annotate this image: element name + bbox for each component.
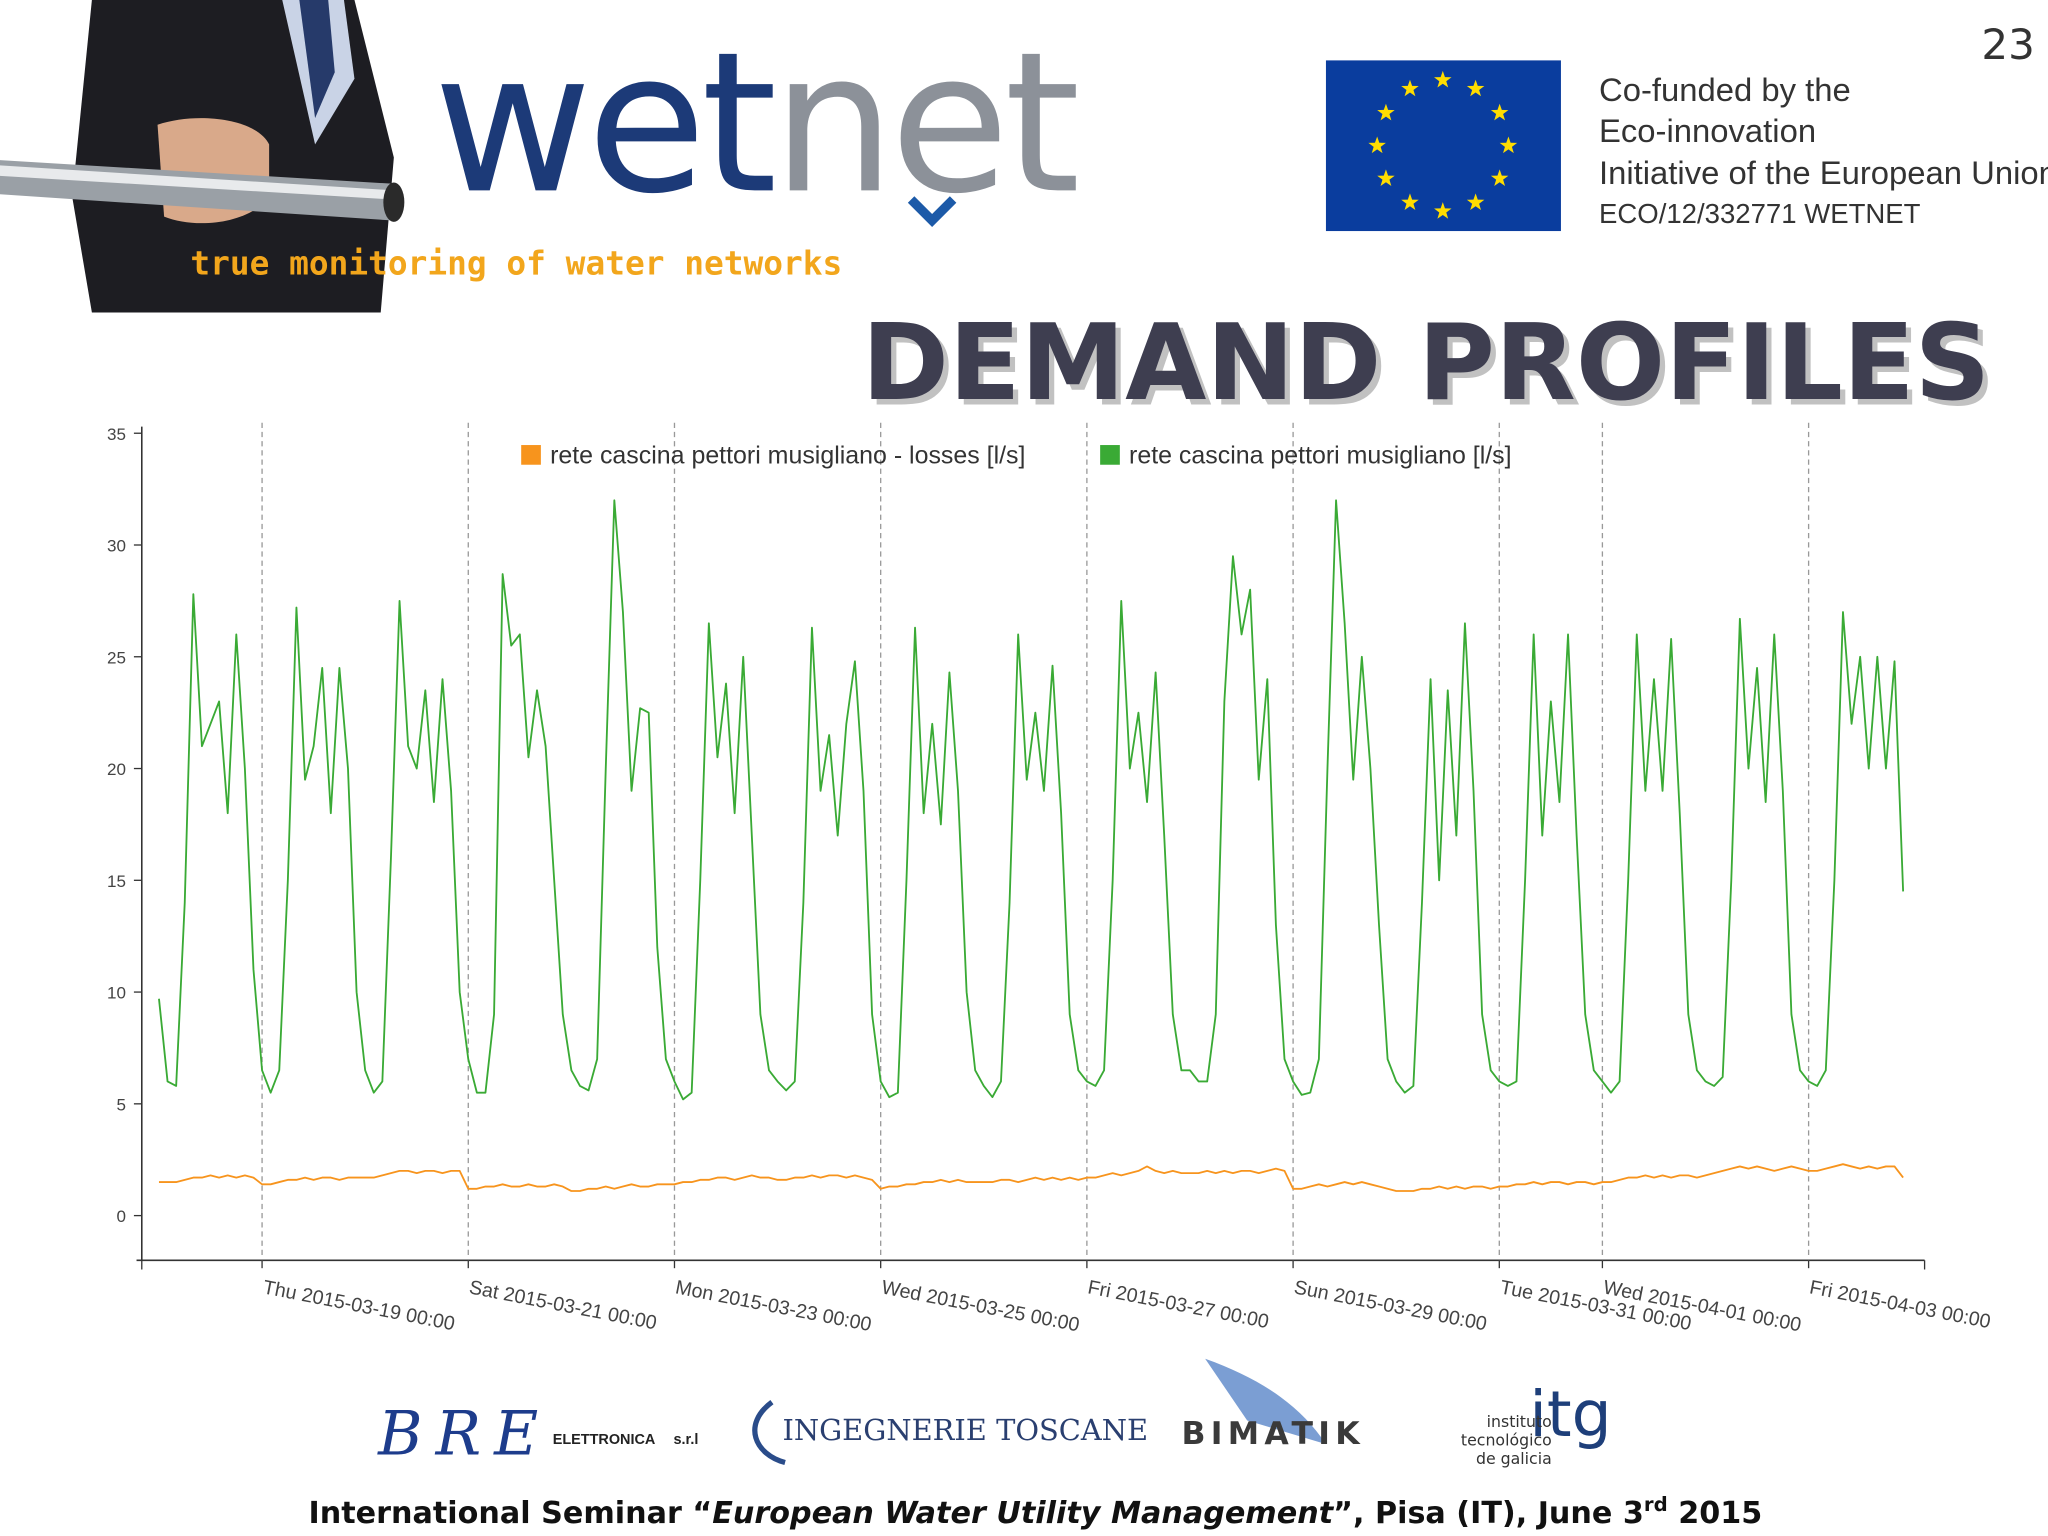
x-tick-label: Mon 2015-03-23 00:00	[674, 1276, 874, 1336]
footer-part: European Water Utility Management	[712, 1496, 1334, 1531]
eu-line: Initiative of the European Union	[1599, 154, 2048, 191]
x-tick-label: Wed 2015-03-25 00:00	[880, 1276, 1082, 1336]
logo-part: net	[772, 10, 1076, 236]
header-photo	[0, 0, 405, 313]
partner-itg-sub: tecnológico	[1461, 1430, 1552, 1449]
star	[1401, 193, 1419, 210]
page-number: 23	[1981, 20, 2034, 69]
logo-chevron	[907, 196, 957, 228]
partner-itg: itg	[1529, 1378, 1611, 1451]
y-tick-label: 0	[117, 1207, 126, 1226]
y-tick-label: 30	[107, 537, 126, 556]
logo: wetnet	[433, 10, 1076, 236]
eu-flag	[1325, 60, 1561, 232]
partner-bimatik: BIMATIK	[1182, 1416, 1365, 1452]
tagline: true monitoring of water networks	[190, 244, 842, 282]
y-tick-label: 25	[107, 648, 126, 667]
y-tick-label: 5	[117, 1095, 126, 1114]
eu-text: Co-funded by the Eco-innovation Initiati…	[1599, 71, 2048, 229]
x-tick-label: Sat 2015-03-21 00:00	[467, 1276, 658, 1334]
x-tick-label: Sun 2015-03-29 00:00	[1292, 1276, 1489, 1335]
eu-line: ECO/12/332771 WETNET	[1599, 198, 1921, 229]
star	[1466, 193, 1485, 210]
chart: 0 5 10 15 20 25 30 35 Thu 2015-03-19 00:00 Sat 20…	[107, 422, 1993, 1336]
partner-bre-sub: ELETTRONICA	[553, 1432, 656, 1448]
star	[1377, 103, 1395, 121]
star	[1434, 70, 1452, 88]
logo-wing	[1205, 1358, 1326, 1445]
partner-itg-sub: de galicia	[1476, 1449, 1552, 1468]
x-tick-label: Thu 2015-03-19 00:00	[261, 1276, 457, 1335]
star	[1368, 136, 1386, 154]
y-tick-label: 35	[107, 425, 126, 444]
star	[1401, 79, 1419, 97]
footer-part: 2015	[1668, 1496, 1763, 1531]
legend-label: rete cascina pettori musigliano - losses…	[550, 441, 1025, 469]
star	[1377, 169, 1395, 186]
legend-swatch	[1100, 445, 1120, 465]
heading: DEMAND PROFILES	[862, 302, 1991, 424]
legend-swatch	[521, 445, 541, 465]
x-tick-label: Fri 2015-03-27 00:00	[1086, 1276, 1271, 1333]
footer-part: rd	[1644, 1493, 1668, 1516]
partner-bre: BRE	[377, 1400, 551, 1470]
legend-label: rete cascina pettori musigliano [l/s]	[1129, 441, 1512, 469]
logo-part: wet	[433, 10, 773, 236]
x-tick-label: Fri 2015-04-03 00:00	[1808, 1276, 1993, 1333]
y-tick-label: 15	[107, 872, 126, 891]
y-tick-label: 20	[107, 760, 126, 779]
star	[1466, 79, 1485, 97]
line-series	[158, 1163, 1904, 1192]
footer: International Seminar “European Water Ut…	[309, 1493, 1763, 1531]
partner-bre-sub: s.r.l	[673, 1432, 698, 1448]
line-series	[158, 499, 1905, 1101]
star	[1490, 103, 1509, 121]
y-tick-label: 10	[107, 984, 126, 1003]
footer-part: ”, Pisa (IT), June 3	[1333, 1496, 1644, 1531]
partner-ingegnerie: INGEGNERIE TOSCANE	[782, 1413, 1148, 1447]
eu-line: Co-funded by the	[1599, 71, 1851, 108]
eu-line: Eco-innovation	[1599, 112, 1816, 149]
partner-itg-sub: instituto	[1487, 1412, 1552, 1431]
star	[1434, 202, 1452, 219]
star	[1490, 169, 1509, 186]
footer-part: International Seminar “	[309, 1496, 713, 1531]
logo-swoosh	[752, 1399, 786, 1466]
star	[1499, 136, 1518, 154]
heading-shadow: DEMAND PROFILES	[867, 307, 1996, 429]
